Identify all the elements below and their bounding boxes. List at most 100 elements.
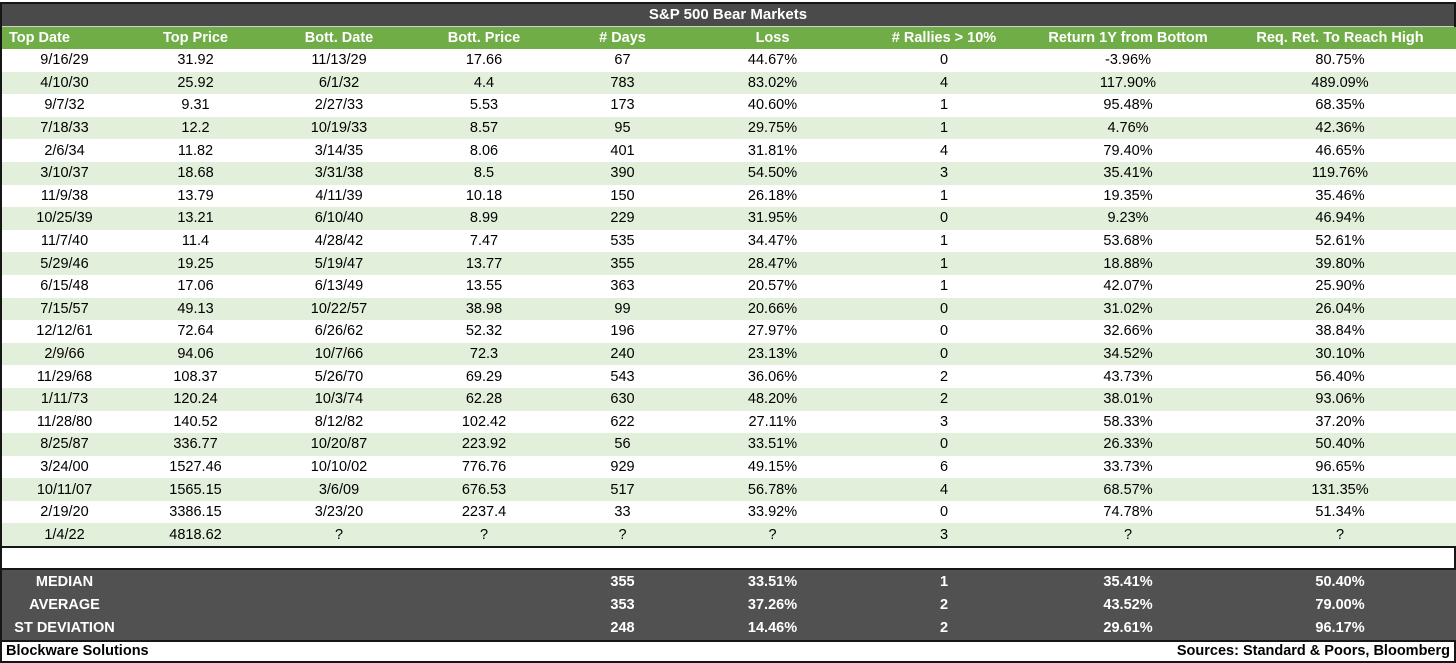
cell: 336.77 bbox=[127, 433, 264, 456]
cell: 489.09% bbox=[1222, 71, 1456, 95]
summary-cell: 1 bbox=[854, 569, 1034, 594]
cell: 49.13 bbox=[127, 297, 264, 321]
cell: 6/13/49 bbox=[264, 274, 414, 298]
cell: 27.11% bbox=[691, 410, 854, 434]
cell: 93.06% bbox=[1222, 387, 1456, 411]
cell: 25.92 bbox=[127, 71, 264, 95]
table-row: 2/6/34 11.82 3/14/35 8.06 401 31.81% 4 79.40% 46… bbox=[2, 139, 1456, 162]
cell: 2/19/20 bbox=[2, 500, 127, 524]
cell: 17.66 bbox=[414, 49, 554, 72]
summary-cell: 14.46% bbox=[691, 616, 854, 641]
summary-cell: 29.61% bbox=[1034, 616, 1222, 641]
cell: 26.33% bbox=[1034, 433, 1222, 456]
cell: 80.75% bbox=[1222, 49, 1456, 72]
table-row: 11/28/80 140.52 8/12/82 102.42 622 27.11% 3 58.… bbox=[2, 410, 1456, 434]
summary-label: MEDIAN bbox=[2, 569, 127, 594]
cell: 10/20/87 bbox=[264, 433, 414, 456]
cell: 390 bbox=[554, 161, 691, 185]
cell: 56.78% bbox=[691, 478, 854, 501]
cell: 5/26/70 bbox=[264, 365, 414, 388]
cell: 4 bbox=[854, 478, 1034, 501]
table-row: 7/15/57 49.13 10/22/57 38.98 99 20.66% 0 31.02%… bbox=[2, 297, 1456, 321]
column-header-top-price: Top Price bbox=[127, 27, 264, 49]
cell: 5/19/47 bbox=[264, 252, 414, 275]
cell: 32.66% bbox=[1034, 320, 1222, 343]
cell: 6 bbox=[854, 455, 1034, 479]
summary-cell: 248 bbox=[554, 616, 691, 641]
cell: 517 bbox=[554, 478, 691, 501]
cell: 173 bbox=[554, 94, 691, 117]
summary-cell bbox=[264, 616, 414, 641]
table-row: 2/19/20 3386.15 3/23/20 2237.4 33 33.92% 0 74.7… bbox=[2, 500, 1456, 524]
cell: 23.13% bbox=[691, 342, 854, 366]
cell: 12/12/61 bbox=[2, 320, 127, 343]
cell: 2 bbox=[854, 387, 1034, 411]
cell: 363 bbox=[554, 274, 691, 298]
cell: 56.40% bbox=[1222, 365, 1456, 388]
cell: 196 bbox=[554, 320, 691, 343]
cell: 6/15/48 bbox=[2, 274, 127, 298]
cell: 10.18 bbox=[414, 184, 554, 208]
cell: 9.31 bbox=[127, 94, 264, 117]
summary-cell: 43.52% bbox=[1034, 593, 1222, 617]
cell: 10/7/66 bbox=[264, 342, 414, 366]
cell: 776.76 bbox=[414, 455, 554, 479]
summary-cell: 355 bbox=[554, 569, 691, 594]
summary-cell: 79.00% bbox=[1222, 593, 1456, 617]
cell: 4 bbox=[854, 71, 1034, 95]
cell: 543 bbox=[554, 365, 691, 388]
cell: 31.95% bbox=[691, 207, 854, 230]
cell: 1/11/73 bbox=[2, 387, 127, 411]
summary-cell bbox=[127, 593, 264, 617]
summary-cell: 50.40% bbox=[1222, 569, 1456, 594]
cell: 56 bbox=[554, 433, 691, 456]
cell: 39.80% bbox=[1222, 252, 1456, 275]
cell: 102.42 bbox=[414, 410, 554, 434]
cell: 6/1/32 bbox=[264, 71, 414, 95]
cell: 31.02% bbox=[1034, 297, 1222, 321]
summary-cell bbox=[264, 593, 414, 617]
summary-stats-table: MEDIAN 355 33.51% 1 35.41% 50.40% AVERAGE 353 37… bbox=[2, 568, 1456, 642]
cell: 355 bbox=[554, 252, 691, 275]
cell: 229 bbox=[554, 207, 691, 230]
cell: 3/10/37 bbox=[2, 161, 127, 185]
column-header-bott-price: Bott. Price bbox=[414, 27, 554, 49]
cell: 929 bbox=[554, 455, 691, 479]
cell: 33 bbox=[554, 500, 691, 524]
table-row: 3/24/00 1527.46 10/10/02 776.76 929 49.15% 6 33… bbox=[2, 455, 1456, 479]
cell: 31.81% bbox=[691, 139, 854, 162]
cell: 43.73% bbox=[1034, 365, 1222, 388]
cell: 37.20% bbox=[1222, 410, 1456, 434]
table-row: 11/9/38 13.79 4/11/39 10.18 150 26.18% 1 19.35%… bbox=[2, 184, 1456, 208]
cell: 44.67% bbox=[691, 49, 854, 72]
cell: 11/28/80 bbox=[2, 410, 127, 434]
footer-sources: Sources: Standard & Poors, Bloomberg bbox=[1176, 643, 1450, 660]
cell: 1565.15 bbox=[127, 478, 264, 501]
table-row: 3/10/37 18.68 3/31/38 8.5 390 54.50% 3 35.41% 11… bbox=[2, 161, 1456, 185]
cell: 52.61% bbox=[1222, 229, 1456, 253]
cell: 0 bbox=[854, 433, 1034, 456]
cell: 1 bbox=[854, 116, 1034, 140]
cell: 49.15% bbox=[691, 455, 854, 479]
cell: 676.53 bbox=[414, 478, 554, 501]
summary-cell: 2 bbox=[854, 616, 1034, 641]
table-title: S&P 500 Bear Markets bbox=[2, 4, 1454, 27]
cell: ? bbox=[691, 523, 854, 548]
cell: 52.32 bbox=[414, 320, 554, 343]
cell: 3/23/20 bbox=[264, 500, 414, 524]
cell: 7.47 bbox=[414, 229, 554, 253]
cell: 10/22/57 bbox=[264, 297, 414, 321]
cell: 27.97% bbox=[691, 320, 854, 343]
cell: 9/16/29 bbox=[2, 49, 127, 72]
cell: 9/7/32 bbox=[2, 94, 127, 117]
table-row: 4/10/30 25.92 6/1/32 4.4 783 83.02% 4 117.90% 48… bbox=[2, 71, 1456, 95]
cell: 2/6/34 bbox=[2, 139, 127, 162]
table-row: 6/15/48 17.06 6/13/49 13.55 363 20.57% 1 42.07%… bbox=[2, 274, 1456, 298]
summary-cell bbox=[264, 569, 414, 594]
cell: 1 bbox=[854, 184, 1034, 208]
cell: 53.68% bbox=[1034, 229, 1222, 253]
cell: 3/24/00 bbox=[2, 455, 127, 479]
cell: 4/28/42 bbox=[264, 229, 414, 253]
cell: 3 bbox=[854, 523, 1034, 548]
